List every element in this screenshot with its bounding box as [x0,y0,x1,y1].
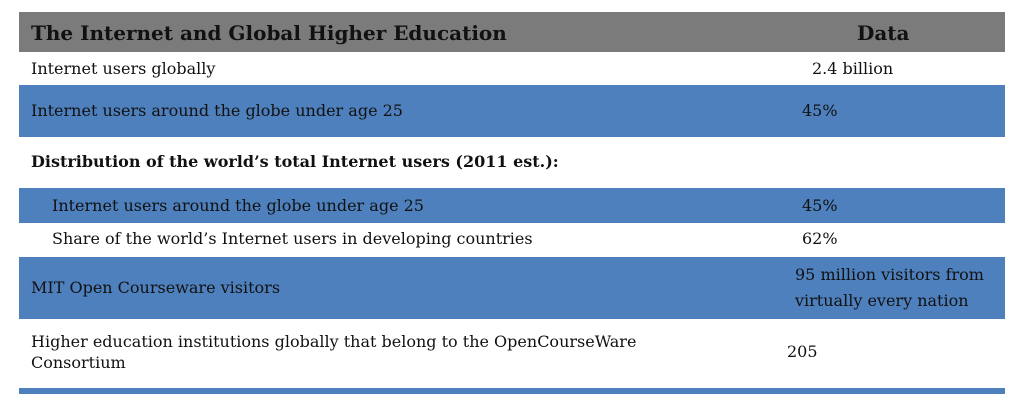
data-column-header: Data [857,21,910,45]
section-heading-row: Distribution of the world’s total Intern… [19,137,1005,188]
data-table: The Internet and Global Higher Education… [19,12,1005,382]
row-value-line1: 95 million visitors from [795,265,984,284]
row-value: 45% [802,196,838,215]
row-label-line1: Higher education institutions globally t… [31,332,637,351]
table-row: Internet users around the globe under ag… [19,188,1005,223]
table-title: The Internet and Global Higher Education [31,21,507,45]
row-label: Internet users around the globe under ag… [52,196,424,215]
row-value: 45% [802,101,838,120]
row-label: MIT Open Courseware visitors [31,278,281,297]
table-row: Internet users around the globe under ag… [19,85,1005,137]
table-row: Share of the world’s Internet users in d… [19,223,1005,257]
row-value: 2.4 billion [812,59,894,78]
row-label: Internet users globally [31,59,216,78]
row-label: Internet users around the globe under ag… [31,101,403,120]
row-label: Share of the world’s Internet users in d… [52,229,533,248]
row-label-line2: Consortium [31,353,126,372]
table-row: Higher education institutions globally t… [19,319,1005,382]
row-value-line2: virtually every nation [795,291,969,310]
table-bottom-border [19,388,1005,394]
table-row: Internet users globally 2.4 billion [19,52,1005,85]
table-header: The Internet and Global Higher Education… [19,12,1005,52]
row-value: 205 [787,342,818,361]
table-row: MIT Open Courseware visitors 95 million … [19,257,1005,319]
section-heading: Distribution of the world’s total Intern… [31,152,559,171]
row-value: 62% [802,229,838,248]
